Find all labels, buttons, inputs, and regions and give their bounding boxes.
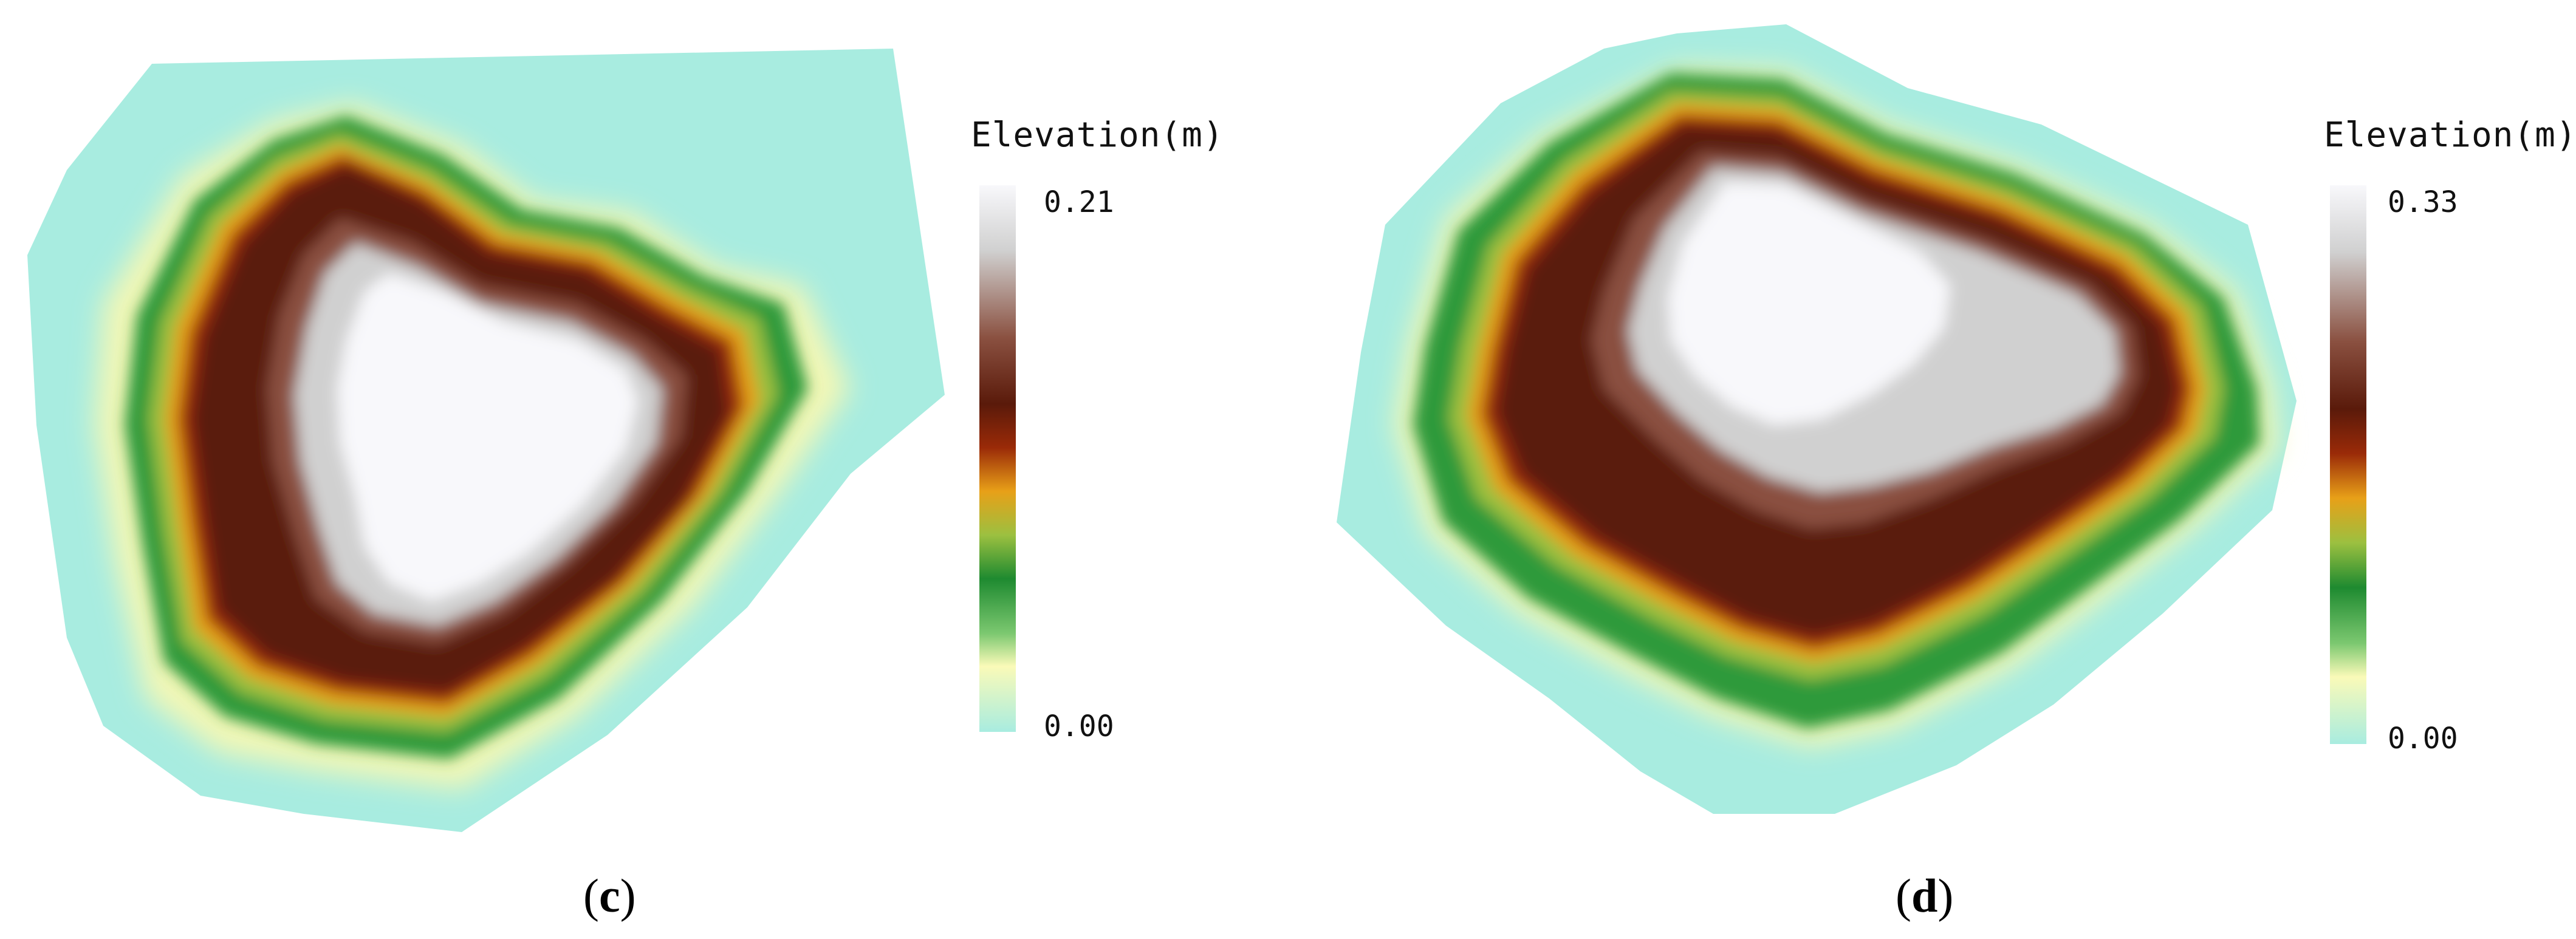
panel-label-letter: d [1911, 869, 1938, 922]
legend-min-value: 0.00 [1044, 709, 1114, 743]
legend-title: Elevation(m) [2324, 115, 2576, 155]
legend-max-value: 0.21 [1044, 185, 1114, 219]
legend-color-bar [2330, 185, 2366, 744]
elevation-map-c [27, 49, 945, 832]
legend-color-bar [979, 185, 1016, 732]
panel-label-letter: c [598, 869, 620, 922]
elevation-zone-d-9 [1668, 182, 1950, 425]
legend-max-value: 0.33 [2388, 185, 2458, 219]
panel-label-c: (c) [583, 869, 636, 922]
elevation-zone-c-9 [337, 273, 638, 601]
panel-label-d: (d) [1896, 869, 1954, 922]
map-panel-d: Elevation(m) 0.33 0.00 (d) [1288, 0, 2576, 939]
legend-min-value: 0.00 [2388, 722, 2458, 756]
map-panel-c: Elevation(m) 0.21 0.00 (c) [27, 49, 1224, 922]
elevation-map-d [1337, 24, 2297, 814]
legend-title: Elevation(m) [971, 115, 1224, 155]
